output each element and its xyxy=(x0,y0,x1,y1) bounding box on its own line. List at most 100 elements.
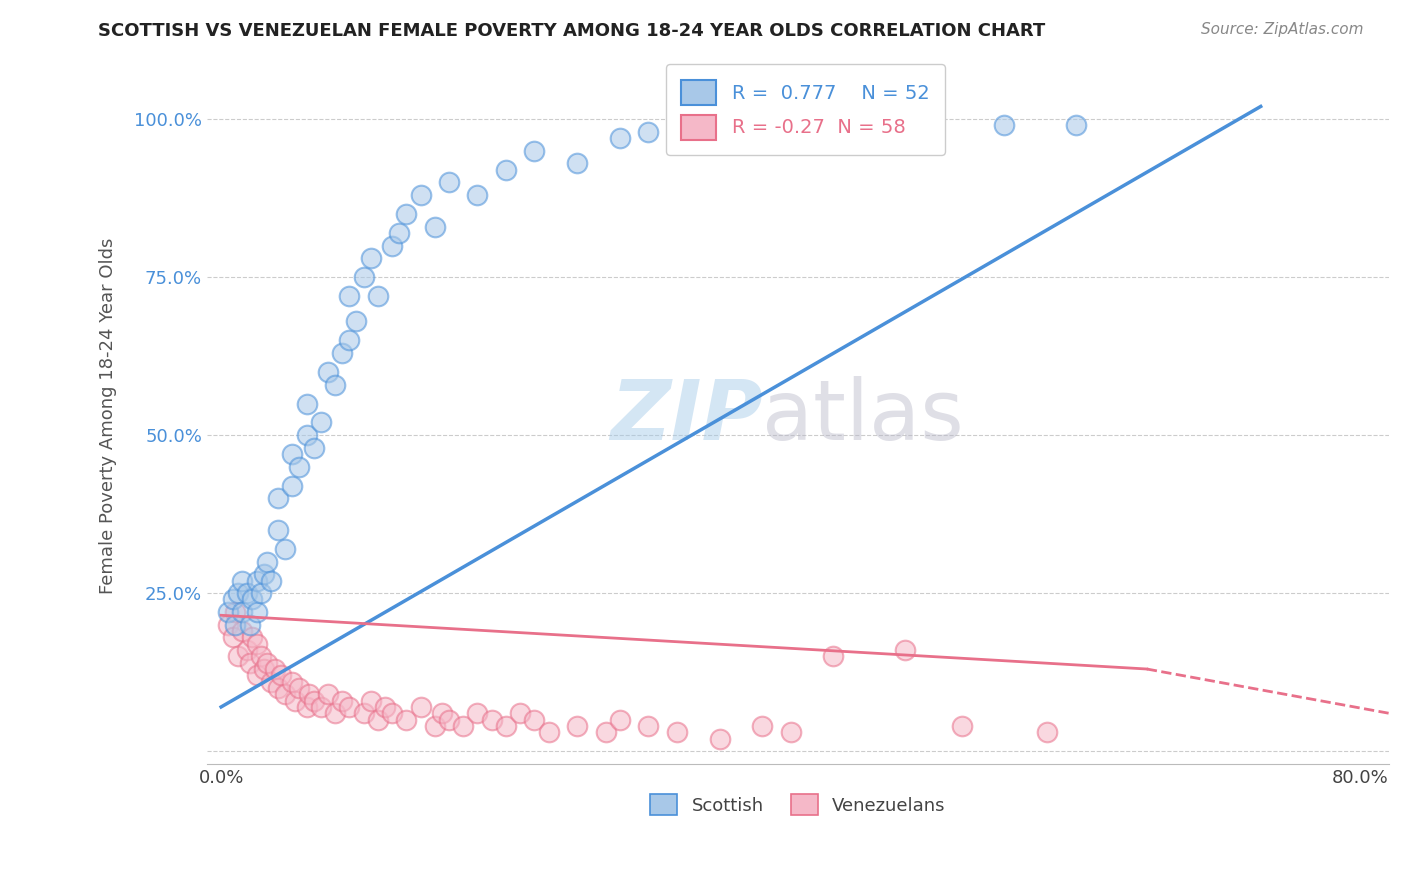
Point xyxy=(298,687,321,701)
Point xyxy=(637,719,659,733)
Point xyxy=(302,441,325,455)
Point xyxy=(246,637,269,651)
Point xyxy=(381,238,404,252)
Point xyxy=(242,631,264,645)
Point xyxy=(495,719,517,733)
Point xyxy=(224,617,246,632)
Point xyxy=(330,693,353,707)
Point xyxy=(309,416,332,430)
Point xyxy=(751,719,773,733)
Text: Source: ZipAtlas.com: Source: ZipAtlas.com xyxy=(1201,22,1364,37)
Point xyxy=(709,119,731,133)
Point xyxy=(253,567,276,582)
Point xyxy=(637,125,659,139)
Point xyxy=(430,706,453,721)
Point xyxy=(367,289,389,303)
Point xyxy=(851,119,873,133)
Point xyxy=(950,719,973,733)
Point xyxy=(423,719,446,733)
Point xyxy=(609,131,631,145)
Point xyxy=(295,428,318,442)
Point xyxy=(922,119,945,133)
Point xyxy=(217,605,239,619)
Point xyxy=(609,713,631,727)
Point xyxy=(523,144,546,158)
Point xyxy=(709,731,731,746)
Point xyxy=(267,523,290,537)
Point xyxy=(288,459,311,474)
Point xyxy=(337,334,360,348)
Point xyxy=(537,725,560,739)
Point xyxy=(226,586,249,600)
Point xyxy=(264,662,287,676)
Point xyxy=(823,649,845,664)
Point xyxy=(302,693,325,707)
Point xyxy=(260,674,283,689)
Point xyxy=(221,631,243,645)
Point xyxy=(250,649,273,664)
Point xyxy=(260,574,283,588)
Point xyxy=(231,605,253,619)
Point xyxy=(239,617,262,632)
Point xyxy=(236,643,259,657)
Point xyxy=(323,377,346,392)
Point xyxy=(231,574,253,588)
Point xyxy=(360,693,382,707)
Point xyxy=(374,700,396,714)
Point xyxy=(281,479,304,493)
Point xyxy=(395,207,418,221)
Point xyxy=(367,713,389,727)
Point xyxy=(1064,119,1087,133)
Point xyxy=(295,700,318,714)
Point xyxy=(323,706,346,721)
Point xyxy=(523,713,546,727)
Point xyxy=(495,162,517,177)
Point xyxy=(288,681,311,695)
Point xyxy=(565,719,588,733)
Point xyxy=(246,574,269,588)
Point xyxy=(316,687,339,701)
Point xyxy=(779,119,801,133)
Point xyxy=(395,713,418,727)
Point xyxy=(236,586,259,600)
Point xyxy=(337,700,360,714)
Point xyxy=(388,226,411,240)
Point xyxy=(437,713,460,727)
Point xyxy=(274,541,297,556)
Point xyxy=(353,706,375,721)
Text: ZIP: ZIP xyxy=(610,376,762,457)
Point xyxy=(409,700,432,714)
Point xyxy=(423,219,446,234)
Point xyxy=(665,725,688,739)
Point xyxy=(509,706,531,721)
Point xyxy=(295,396,318,410)
Point xyxy=(467,706,489,721)
Point xyxy=(360,251,382,265)
Point xyxy=(481,713,503,727)
Text: atlas: atlas xyxy=(762,376,965,457)
Point xyxy=(217,617,239,632)
Point xyxy=(451,719,474,733)
Point xyxy=(270,668,292,682)
Point xyxy=(316,365,339,379)
Point xyxy=(281,447,304,461)
Point xyxy=(226,649,249,664)
Point xyxy=(231,624,253,638)
Point xyxy=(274,687,297,701)
Point xyxy=(281,674,304,689)
Point xyxy=(256,656,278,670)
Point xyxy=(565,156,588,170)
Point xyxy=(284,693,307,707)
Legend: Scottish, Venezuelans: Scottish, Venezuelans xyxy=(641,786,955,824)
Point xyxy=(256,555,278,569)
Point xyxy=(779,725,801,739)
Point xyxy=(437,175,460,189)
Point xyxy=(267,681,290,695)
Point xyxy=(353,270,375,285)
Point xyxy=(337,289,360,303)
Point xyxy=(893,643,915,657)
Point xyxy=(239,656,262,670)
Point xyxy=(246,668,269,682)
Point xyxy=(1036,725,1059,739)
Point xyxy=(267,491,290,506)
